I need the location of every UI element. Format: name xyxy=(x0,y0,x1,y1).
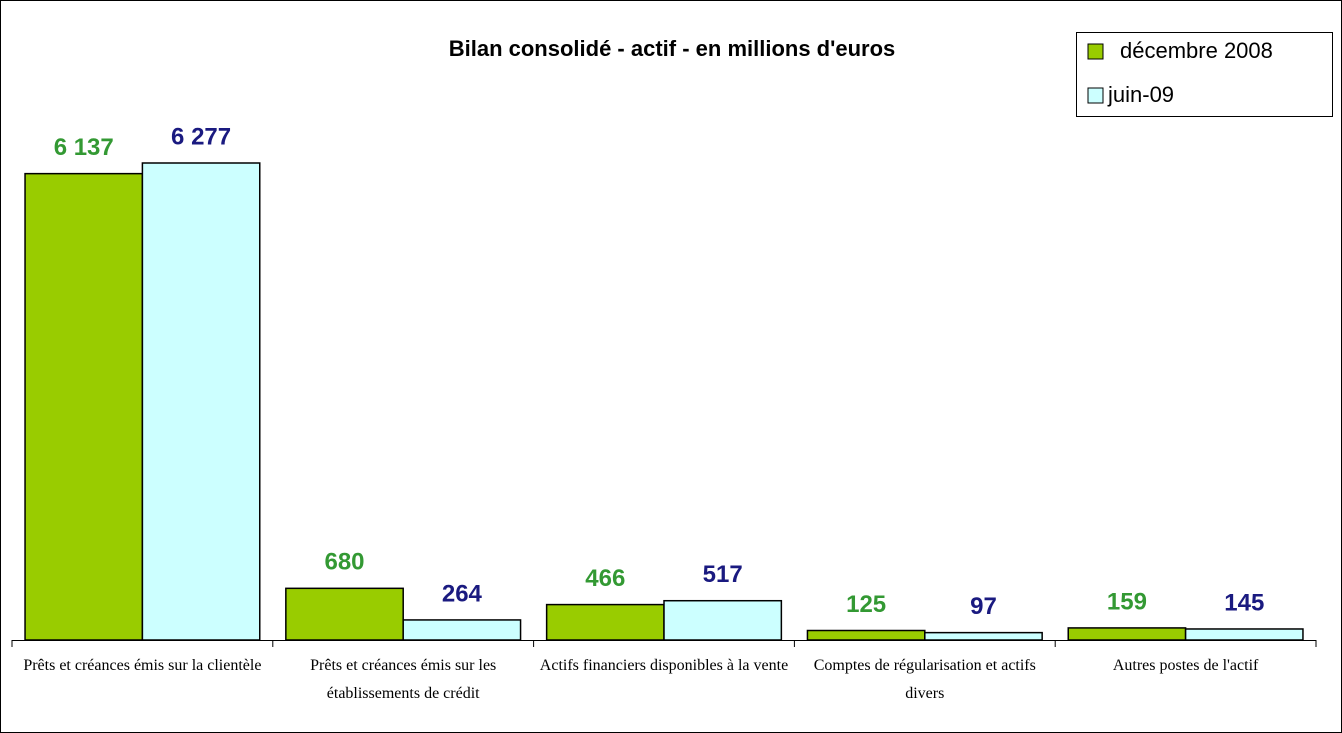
value-label: 264 xyxy=(442,580,483,607)
bar xyxy=(806,629,926,641)
value-label: 159 xyxy=(1107,588,1147,615)
x-tick-label: Comptes de régularisation et actifs dive… xyxy=(813,657,1036,702)
bar xyxy=(285,587,404,641)
value-label: 6 277 xyxy=(171,123,231,150)
bar xyxy=(1067,627,1187,641)
x-tick-label: Actifs financiers disponibles à la vente xyxy=(539,657,789,674)
x-tick-label: Prêts et créances émis sur les établisse… xyxy=(310,657,497,702)
x-tick-label: Autres postes de l'actif xyxy=(1112,657,1259,674)
bar xyxy=(402,619,522,641)
bar xyxy=(1184,628,1304,641)
chart-title: Bilan consolidé - actif - en millions d'… xyxy=(449,36,896,61)
legend-swatch xyxy=(1087,43,1104,60)
bar xyxy=(663,599,783,641)
x-tick-label: Prêts et créances émis sur la clientèle xyxy=(23,657,262,674)
bar xyxy=(24,172,144,641)
bar xyxy=(924,631,1043,641)
value-label: 517 xyxy=(703,561,743,588)
legend-label: décembre 2008 xyxy=(1120,38,1273,63)
value-label: 145 xyxy=(1224,589,1264,616)
value-label: 680 xyxy=(324,549,364,576)
legend-box xyxy=(1076,32,1333,117)
value-label: 466 xyxy=(585,565,625,592)
value-label: 97 xyxy=(970,593,997,620)
bar xyxy=(141,162,261,641)
legend-swatch xyxy=(1087,87,1104,104)
value-label: 6 137 xyxy=(54,134,114,161)
value-label: 125 xyxy=(846,591,886,618)
bar xyxy=(545,603,665,641)
legend-label: juin-09 xyxy=(1107,82,1174,107)
